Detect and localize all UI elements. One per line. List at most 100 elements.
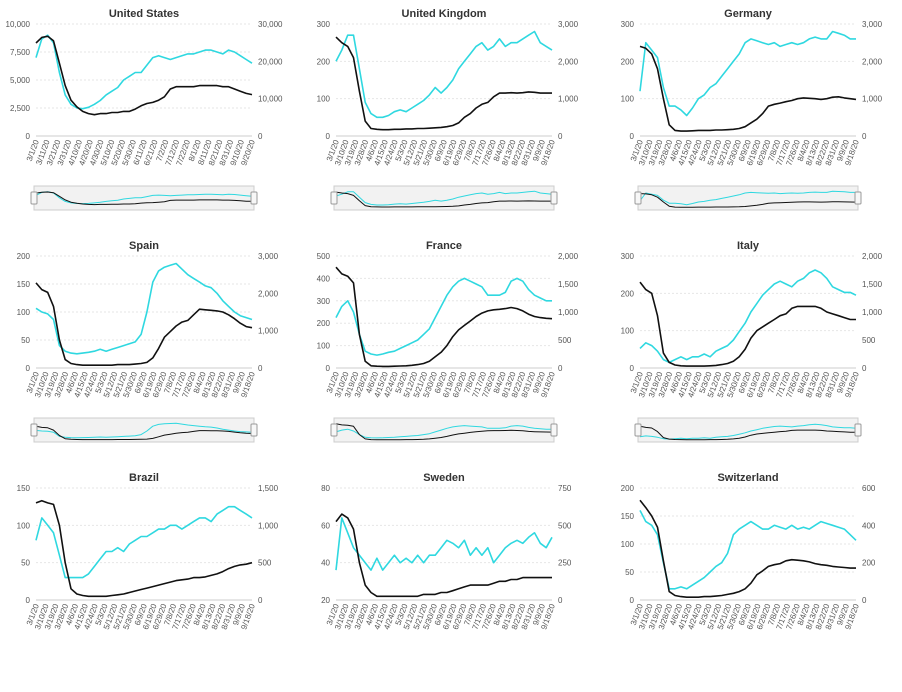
right-axis-series-line: [639, 510, 857, 590]
right-tick-label: 3,000: [258, 252, 279, 261]
navigator-right-handle[interactable]: [854, 191, 862, 205]
left-axis-series-line-navigator: [35, 425, 253, 441]
right-tick-label: 500: [862, 336, 876, 345]
right-axis-series-line: [639, 30, 856, 117]
right-tick-label: 0: [862, 132, 867, 141]
right-tick-label: 1,000: [862, 95, 883, 104]
right-axis-series-line: [335, 517, 553, 571]
left-tick-label: 500: [317, 252, 331, 261]
left-tick-label: 300: [621, 20, 635, 29]
right-tick-label: 1,000: [258, 521, 279, 530]
left-tick-label: 100: [317, 95, 331, 104]
navigator-left-handle[interactable]: [30, 191, 38, 205]
navigator-range[interactable]: [33, 185, 255, 211]
right-tick-label: 500: [558, 521, 572, 530]
left-tick-label: 200: [621, 484, 635, 493]
left-tick-label: 40: [321, 559, 330, 568]
navigator-right-handle[interactable]: [250, 191, 258, 205]
right-tick-label: 0: [558, 596, 563, 605]
navigator-left-handle[interactable]: [330, 423, 338, 437]
right-axis-series-line-navigator: [639, 423, 857, 440]
right-tick-label: 500: [558, 336, 572, 345]
navigator-range[interactable]: [333, 185, 555, 211]
left-axis-series-line-navigator: [639, 425, 856, 441]
navigator-left-handle[interactable]: [30, 423, 38, 437]
right-tick-label: 1,000: [558, 95, 579, 104]
chart-svg: Spain05010015020001,0002,0003,0003/1/203…: [17, 240, 279, 443]
navigator-range[interactable]: [333, 417, 555, 443]
right-axis-series-line: [35, 34, 253, 110]
chart-title: United States: [109, 8, 179, 20]
chart-title: Italy: [737, 240, 760, 252]
left-axis-series-line-navigator: [639, 193, 857, 208]
right-tick-label: 1,500: [258, 484, 279, 493]
left-axis-series-line: [35, 282, 253, 366]
left-tick-label: 0: [630, 596, 635, 605]
right-tick-label: 3,000: [558, 20, 579, 29]
left-tick-label: 100: [17, 521, 31, 530]
left-tick-label: 0: [26, 596, 31, 605]
right-tick-label: 600: [862, 484, 876, 493]
chart-title: Sweden: [423, 472, 465, 484]
left-axis-series-line: [639, 281, 856, 367]
right-tick-label: 0: [258, 364, 263, 373]
right-tick-label: 0: [558, 364, 563, 373]
right-axis-series-line: [335, 277, 552, 356]
right-tick-label: 1,000: [258, 327, 279, 336]
left-tick-label: 0: [630, 132, 635, 141]
right-tick-label: 2,000: [258, 289, 279, 298]
right-tick-label: 2,000: [862, 252, 883, 261]
right-tick-label: 200: [862, 559, 876, 568]
left-tick-label: 0: [26, 132, 31, 141]
chart-panel-united-kingdom: United Kingdom 0 100 200 300 0 1,000 2,000 3,000…: [300, 0, 598, 228]
left-tick-label: 2,500: [10, 104, 31, 113]
navigator-left-handle[interactable]: [634, 191, 642, 205]
chart-svg: Brazil05010015005001,0001,5003/1/203/10/…: [17, 472, 279, 631]
right-axis-series-line-navigator: [335, 190, 553, 206]
left-tick-label: 100: [621, 540, 635, 549]
left-tick-label: 50: [21, 336, 30, 345]
left-axis-series-line-navigator: [35, 191, 253, 206]
right-tick-label: 2,000: [558, 57, 579, 66]
chart-panel-brazil: Brazil 0 50 100 150 0 500 1,000 1,500 3/1/20 3/10/…: [0, 464, 298, 692]
right-axis-series-line-navigator: [35, 422, 253, 439]
left-tick-label: 400: [317, 274, 331, 283]
navigator-left-handle[interactable]: [330, 191, 338, 205]
left-tick-label: 50: [21, 559, 30, 568]
chart-svg: Sweden2040608002505007503/1/203/10/203/1…: [321, 472, 572, 631]
navigator-right-handle[interactable]: [550, 423, 558, 437]
navigator-right-handle[interactable]: [250, 423, 258, 437]
left-axis-series-line: [35, 499, 253, 598]
left-tick-label: 50: [625, 568, 634, 577]
left-tick-label: 150: [17, 280, 31, 289]
navigator-right-handle[interactable]: [550, 191, 558, 205]
left-tick-label: 200: [317, 319, 331, 328]
left-tick-label: 0: [630, 364, 635, 373]
left-tick-label: 150: [17, 484, 31, 493]
right-tick-label: 1,000: [558, 308, 579, 317]
right-tick-label: 1,500: [558, 280, 579, 289]
right-axis-series-line: [35, 262, 253, 355]
left-tick-label: 200: [621, 289, 635, 298]
left-tick-label: 200: [317, 57, 331, 66]
navigator-range[interactable]: [637, 417, 859, 443]
chart-panel-france: France 0 100 200 300 400 500 0 500 1,000 1,500 2,00…: [300, 232, 598, 460]
navigator-right-handle[interactable]: [854, 423, 862, 437]
right-tick-label: 0: [258, 132, 263, 141]
left-tick-label: 0: [326, 132, 331, 141]
navigator-left-handle[interactable]: [634, 423, 642, 437]
left-tick-label: 60: [321, 521, 330, 530]
left-axis-series-line: [335, 266, 553, 368]
left-tick-label: 80: [321, 484, 330, 493]
right-tick-label: 0: [258, 596, 263, 605]
right-tick-label: 0: [862, 364, 867, 373]
chart-panel-united-states: United States 0 2,500 5,000 7,500 10,000 0 10,0…: [0, 0, 298, 228]
right-tick-label: 2,000: [862, 57, 883, 66]
right-axis-series-line: [639, 269, 857, 364]
right-tick-label: 250: [558, 559, 572, 568]
left-tick-label: 5,000: [10, 76, 31, 85]
left-tick-label: 7,500: [10, 48, 31, 57]
right-axis-series-line-navigator: [335, 425, 552, 439]
right-tick-label: 1,500: [862, 280, 883, 289]
left-tick-label: 200: [17, 252, 31, 261]
